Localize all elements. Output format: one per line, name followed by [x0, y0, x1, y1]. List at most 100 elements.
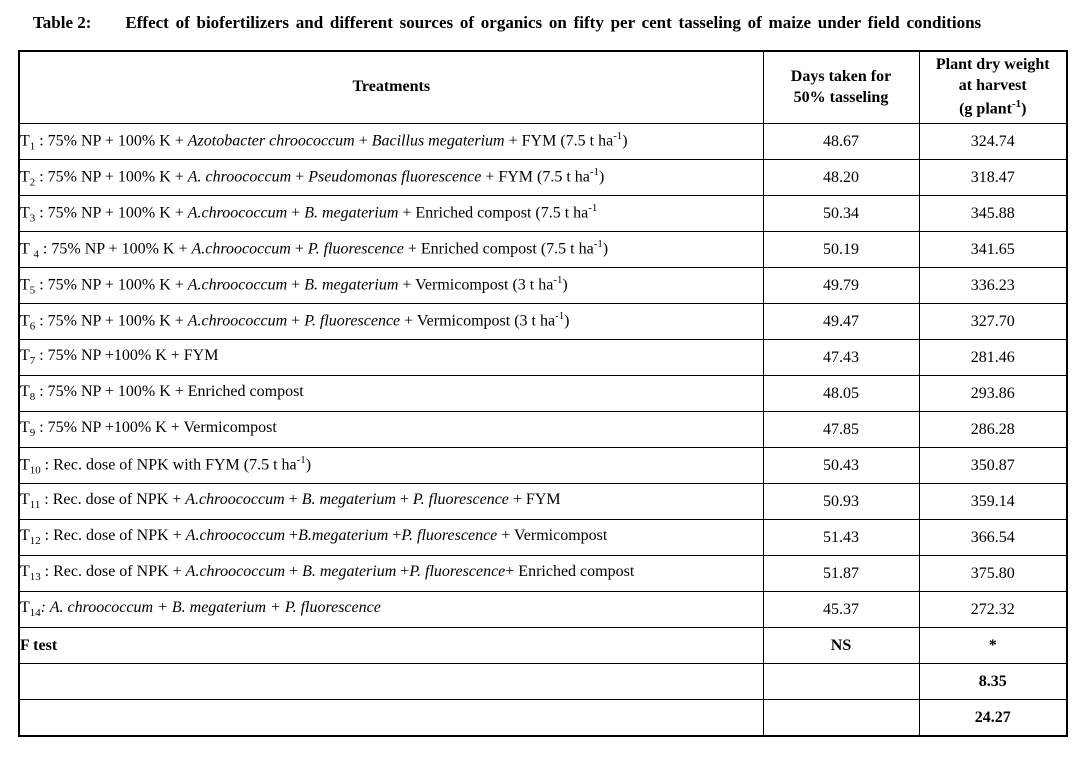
- plant-dry-weight-cell: 359.14: [918, 483, 1068, 520]
- table-row: T11 : Rec. dose of NPK + A.chroococcum +…: [18, 483, 1068, 520]
- text-segment: 50% tasseling: [793, 88, 889, 106]
- text-segment: T: [20, 276, 30, 294]
- text-segment: +: [291, 168, 309, 186]
- text-segment: ): [562, 276, 568, 294]
- text-segment: ): [564, 312, 570, 330]
- treatment-cell: T3 : 75% NP + 100% K + A.chroococcum + B…: [18, 195, 764, 232]
- text-segment: ): [1021, 100, 1027, 118]
- text-segment: B. megaterium: [304, 204, 399, 222]
- text-segment: B. megaterium: [302, 563, 397, 581]
- days-tasseling-cell: [762, 663, 920, 700]
- text-segment: 4: [33, 248, 39, 261]
- text-segment: -1: [296, 454, 306, 467]
- days-tasseling-cell: 50.19: [762, 231, 920, 268]
- text-segment: Pseudomonas fluorescence: [308, 168, 482, 186]
- table-caption-text: Effect of biofertilizers and different s…: [125, 13, 982, 32]
- text-segment: -1: [1012, 97, 1022, 110]
- table-row: T1 : 75% NP + 100% K + Azotobacter chroo…: [18, 123, 1068, 160]
- text-segment: +: [290, 240, 308, 258]
- treatment-cell: [18, 699, 764, 737]
- text-segment: 12: [29, 535, 41, 548]
- text-segment: + Vermicompost (3 t ha: [400, 312, 556, 330]
- table-body: T1 : 75% NP + 100% K + Azotobacter chroo…: [18, 123, 1068, 737]
- plant-dry-weight-cell: 350.87: [918, 447, 1068, 484]
- days-tasseling-cell: 50.34: [762, 195, 920, 232]
- text-segment: B.megaterium: [298, 527, 389, 545]
- treatment-cell: T9 : 75% NP +100% K + Vermicompost: [18, 411, 764, 448]
- days-tasseling-cell: 48.05: [762, 375, 920, 412]
- text-segment: T: [20, 491, 30, 509]
- text-segment: : Rec. dose of NPK with FYM (7.5 t ha: [40, 456, 297, 474]
- text-segment: + Enriched compost (7.5 t ha: [403, 240, 594, 258]
- text-segment: T: [20, 599, 30, 617]
- column-header-plant-dry-weight: Plant dry weight at harvest (g plant-1): [918, 50, 1068, 124]
- text-segment: : 75% NP +100% K + Vermicompost: [35, 419, 277, 437]
- treatment-cell: T5 : 75% NP + 100% K + A.chroococcum + B…: [18, 267, 764, 304]
- text-segment: +: [287, 312, 305, 330]
- days-tasseling-cell: 50.43: [762, 447, 920, 484]
- column-header-days-tasseling: Days taken for 50% tasseling: [762, 50, 920, 124]
- text-segment: + FYM: [508, 491, 561, 509]
- days-tasseling-cell: 50.93: [762, 483, 920, 520]
- text-segment: +: [388, 527, 402, 545]
- text-segment: 3: [29, 212, 36, 225]
- treatment-cell: T1 : 75% NP + 100% K + Azotobacter chroo…: [18, 123, 764, 160]
- text-segment: : 75% NP + 100% K +: [35, 168, 188, 186]
- plant-dry-weight-cell: 375.80: [918, 555, 1068, 592]
- table-row: T9 : 75% NP +100% K + Vermicompost 47.85 2…: [18, 411, 1068, 448]
- treatment-cell: T 4 : 75% NP + 100% K + A.chroococcum + …: [18, 231, 764, 268]
- text-segment: + Vermicompost: [497, 527, 608, 545]
- text-segment: P. fluorescence: [401, 527, 498, 545]
- text-segment: +: [285, 563, 303, 581]
- text-segment: 2: [29, 176, 36, 189]
- table-row: T6 : 75% NP + 100% K + A.chroococcum + P…: [18, 303, 1068, 340]
- text-segment: +: [284, 491, 302, 509]
- text-segment: 8: [29, 391, 36, 404]
- text-segment: T: [20, 132, 30, 150]
- treatment-cell: T12 : Rec. dose of NPK + A.chroococcum +…: [18, 519, 764, 556]
- treatment-cell: T14: A. chroococcum + B. megaterium + P.…: [18, 591, 764, 628]
- text-segment: + FYM (7.5 t ha: [481, 168, 590, 186]
- text-segment: A.chroococcum: [185, 563, 286, 581]
- plant-dry-weight-cell: 336.23: [918, 267, 1068, 304]
- plant-dry-weight-cell: 327.70: [918, 303, 1068, 340]
- table-row: T12 : Rec. dose of NPK + A.chroococcum +…: [18, 519, 1068, 556]
- table-row: T2 : 75% NP + 100% K + A. chroococcum + …: [18, 159, 1068, 196]
- text-segment: +: [354, 132, 372, 150]
- text-segment: 1: [29, 140, 36, 153]
- table-caption-label: Table 2:: [33, 13, 92, 32]
- text-segment: Bacillus megaterium: [371, 132, 505, 150]
- table-row: T8 : 75% NP + 100% K + Enriched compost 4…: [18, 375, 1068, 412]
- text-segment: T: [20, 347, 30, 365]
- text-segment: T: [20, 312, 30, 330]
- table-row: T7 : 75% NP +100% K + FYM 47.43 281.46: [18, 339, 1068, 376]
- text-segment: P. fluorescence: [307, 240, 404, 258]
- text-segment: F test: [20, 636, 58, 654]
- days-tasseling-cell: NS: [762, 627, 920, 664]
- plant-dry-weight-cell: 281.46: [918, 339, 1068, 376]
- table-row: 8.35: [18, 663, 1068, 700]
- days-tasseling-cell: 48.20: [762, 159, 920, 196]
- text-segment: +: [285, 527, 299, 545]
- text-segment: 13: [29, 571, 41, 584]
- table-row: F test NS *: [18, 627, 1068, 664]
- plant-dry-weight-cell: 272.32: [918, 591, 1068, 628]
- text-segment: T: [20, 383, 30, 401]
- table-row: T13 : Rec. dose of NPK + A.chroococcum +…: [18, 555, 1068, 592]
- text-segment: Treatments: [352, 78, 431, 96]
- treatment-cell: T2 : 75% NP + 100% K + A. chroococcum + …: [18, 159, 764, 196]
- text-segment: ): [598, 168, 605, 186]
- treatment-cell: T8 : 75% NP + 100% K + Enriched compost: [18, 375, 764, 412]
- text-segment: + FYM (7.5 t ha: [504, 132, 614, 150]
- text-segment: 7: [29, 355, 36, 368]
- text-segment: +: [396, 563, 410, 581]
- text-segment: +: [287, 276, 305, 294]
- plant-dry-weight-cell: *: [918, 627, 1068, 664]
- table-row: T5 : 75% NP + 100% K + A.chroococcum + B…: [18, 267, 1068, 304]
- text-segment: : 75% NP +100% K + FYM: [35, 347, 219, 365]
- text-segment: 14: [29, 607, 41, 620]
- text-segment: -1: [553, 274, 563, 287]
- text-segment: ): [305, 456, 312, 474]
- text-segment: T: [20, 456, 30, 474]
